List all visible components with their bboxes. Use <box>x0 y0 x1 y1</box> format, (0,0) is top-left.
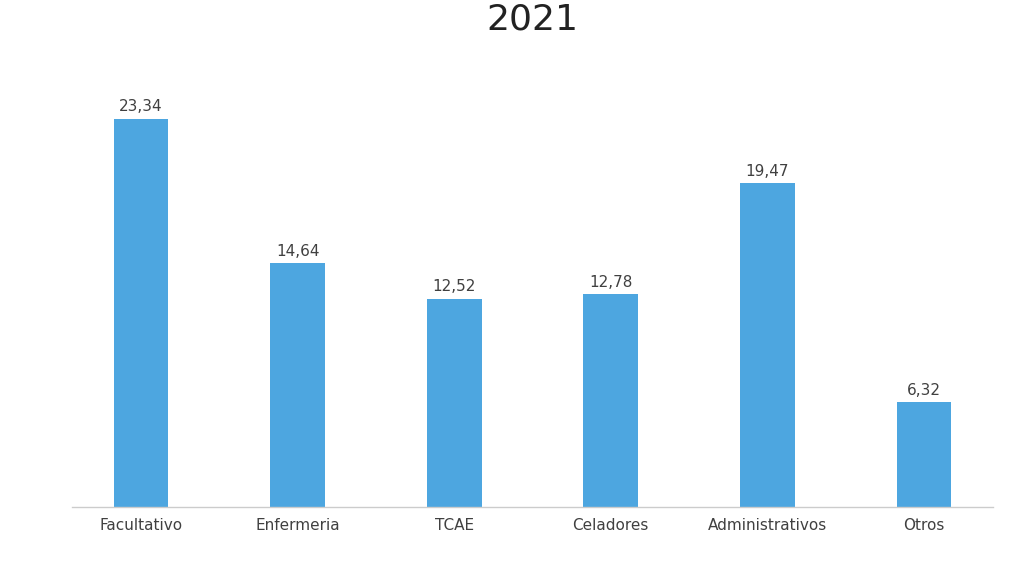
Bar <box>114 119 168 507</box>
Text: 14,64: 14,64 <box>275 244 319 259</box>
Title: 2021: 2021 <box>486 3 579 37</box>
Text: 19,47: 19,47 <box>745 164 790 179</box>
Bar <box>270 263 325 507</box>
Text: 6,32: 6,32 <box>907 382 941 397</box>
Text: 12,52: 12,52 <box>432 279 476 294</box>
Text: 12,78: 12,78 <box>589 275 633 290</box>
Bar <box>584 294 638 507</box>
Bar <box>740 183 795 507</box>
Bar <box>427 298 481 507</box>
Text: 23,34: 23,34 <box>119 99 163 115</box>
Bar <box>897 401 951 507</box>
